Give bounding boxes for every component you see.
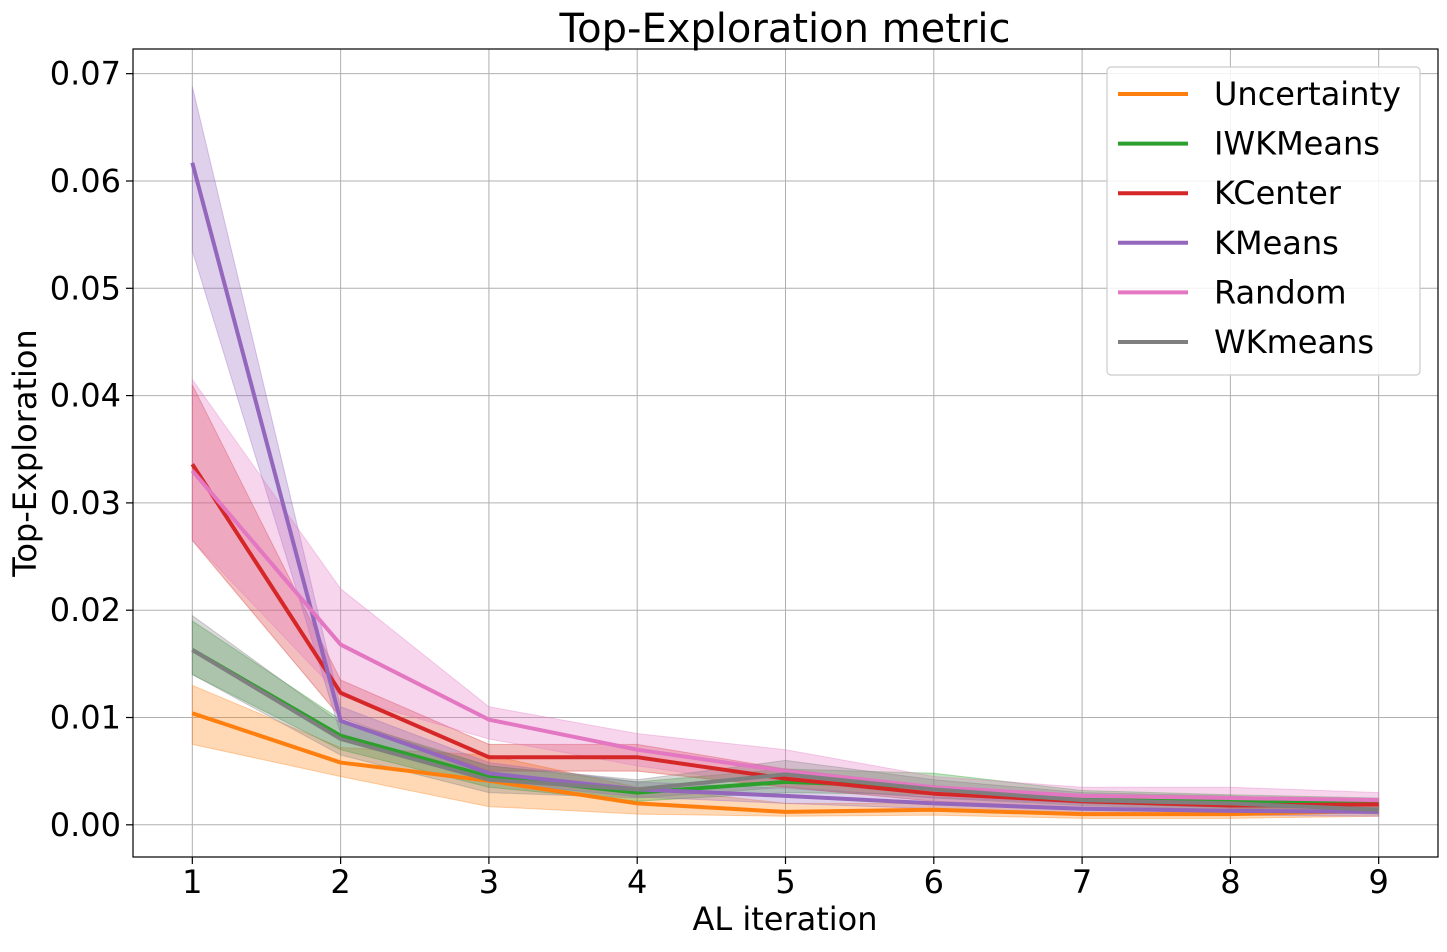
x-tick-label: 8	[1220, 863, 1240, 901]
x-axis-label: AL iteration	[692, 900, 877, 938]
chart-title: Top-Exploration metric	[559, 6, 1011, 52]
y-tick-label: 0.06	[50, 162, 121, 200]
grid	[133, 49, 1438, 857]
legend-label-wkmeans: WKmeans	[1214, 323, 1374, 361]
y-tick-label: 0.07	[50, 55, 121, 93]
kmeans-line	[190, 162, 1379, 814]
uncertainty-band	[191, 684, 1380, 819]
x-tick-label: 5	[775, 863, 795, 901]
x-axis-ticks: 1 2 3 4 5 6 7 8 9	[182, 857, 1389, 901]
x-tick-label: 6	[924, 863, 944, 901]
wkmeans-line	[191, 648, 1379, 812]
y-axis-ticks: 0.00 0.01 0.02 0.03 0.04 0.05 0.06 0.07	[50, 55, 133, 844]
iwkmeans-line	[191, 648, 1379, 806]
y-tick-label: 0.04	[50, 377, 121, 415]
y-axis-label: Top-Exploration	[6, 329, 44, 578]
x-tick-label: 4	[627, 863, 647, 901]
legend-label-random: Random	[1214, 273, 1346, 311]
x-tick-label: 7	[1072, 863, 1092, 901]
legend: Uncertainty IWKMeans KCenter KMeans Random WK…	[1106, 66, 1421, 376]
legend-label-uncertainty: Uncertainty	[1214, 75, 1401, 113]
x-tick-label: 3	[479, 863, 499, 901]
legend-label-iwkmeans: IWKMeans	[1214, 125, 1380, 163]
x-tick-label: 1	[182, 863, 202, 901]
y-tick-label: 0.05	[50, 269, 121, 307]
y-tick-label: 0.01	[50, 699, 121, 737]
random-band	[191, 377, 1380, 808]
x-tick-label: 2	[330, 863, 350, 901]
legend-label-kcenter: KCenter	[1214, 174, 1342, 212]
y-tick-label: 0.00	[50, 806, 121, 844]
x-tick-label: 9	[1369, 863, 1389, 901]
uncertainty-line	[191, 711, 1379, 817]
legend-label-kmeans: KMeans	[1214, 224, 1339, 262]
y-tick-label: 0.02	[50, 591, 121, 629]
random-line	[190, 469, 1379, 803]
series-lines	[190, 162, 1379, 817]
y-tick-label: 0.03	[50, 484, 121, 522]
